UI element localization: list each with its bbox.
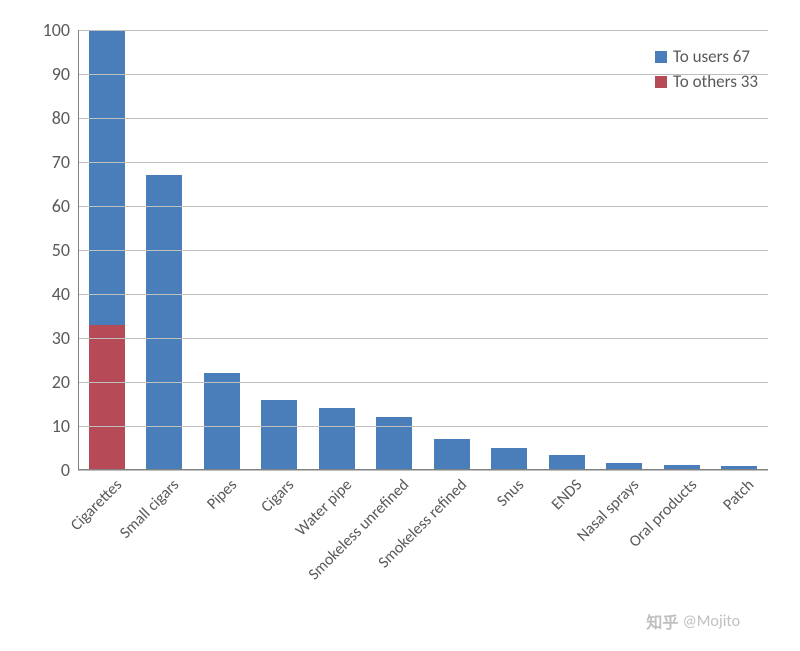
- legend-item: To others 33: [655, 71, 758, 92]
- bar: [261, 400, 297, 470]
- legend-swatch: [655, 76, 667, 88]
- gridline: [78, 206, 768, 207]
- y-tick-label: 10: [52, 415, 78, 437]
- y-tick-label: 30: [52, 327, 78, 349]
- category-label: Small cigars: [116, 476, 183, 543]
- y-tick-label: 60: [52, 195, 78, 217]
- bar-segment-to-users: [319, 408, 355, 470]
- gridline: [78, 382, 768, 383]
- bar-segment-to-others: [89, 325, 125, 470]
- bar: [319, 408, 355, 470]
- legend: To users 67 To others 33: [655, 46, 758, 92]
- bar-segment-to-users: [204, 373, 240, 470]
- bar: [434, 439, 470, 470]
- gridline: [78, 470, 768, 471]
- x-axis-line: [78, 469, 768, 470]
- bar-segment-to-users: [491, 448, 527, 470]
- category-label: Snus: [493, 476, 528, 511]
- gridline: [78, 162, 768, 163]
- y-tick-label: 70: [52, 151, 78, 173]
- bar-segment-to-users: [434, 439, 470, 470]
- y-tick-label: 100: [43, 19, 78, 41]
- category-label: ENDS: [547, 476, 585, 514]
- category-label: Patch: [720, 476, 759, 515]
- gridline: [78, 338, 768, 339]
- category-label: Cigarettes: [67, 476, 126, 535]
- bar: [204, 373, 240, 470]
- y-tick-label: 40: [52, 283, 78, 305]
- harm-chart: CigarettesSmall cigarsPipesCigarsWater p…: [0, 0, 800, 651]
- gridline: [78, 30, 768, 31]
- bar: [491, 448, 527, 470]
- bar: [549, 455, 585, 470]
- y-tick-label: 0: [61, 459, 78, 481]
- category-label: Pipes: [203, 476, 241, 514]
- legend-swatch: [655, 51, 667, 63]
- legend-label: To users 67: [673, 46, 750, 67]
- y-tick-label: 20: [52, 371, 78, 393]
- gridline: [78, 294, 768, 295]
- zhihu-glyph: 知乎: [646, 609, 678, 633]
- bar-segment-to-users: [261, 400, 297, 470]
- watermark: 知乎 @Mojito: [646, 609, 740, 633]
- watermark-text: @Mojito: [682, 612, 740, 631]
- legend-item: To users 67: [655, 46, 758, 67]
- gridline: [78, 250, 768, 251]
- y-tick-label: 80: [52, 107, 78, 129]
- plot-area: CigarettesSmall cigarsPipesCigarsWater p…: [78, 30, 768, 470]
- bar-segment-to-users: [549, 455, 585, 470]
- category-label: Smokeless unrefined: [305, 476, 413, 584]
- y-tick-label: 90: [52, 63, 78, 85]
- y-axis-line: [78, 30, 79, 470]
- y-tick-label: 50: [52, 239, 78, 261]
- gridline: [78, 118, 768, 119]
- legend-label: To others 33: [673, 71, 758, 92]
- category-label: Cigars: [258, 476, 299, 517]
- gridline: [78, 426, 768, 427]
